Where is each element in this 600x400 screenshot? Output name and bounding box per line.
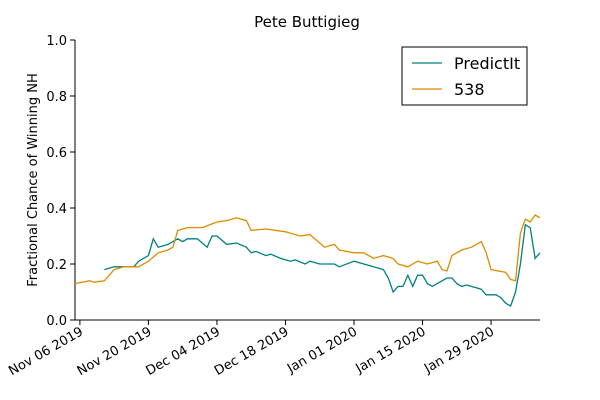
x-tick-label: Jan 15 2020 (353, 324, 429, 376)
y-tick-label: 0.8 (46, 90, 67, 105)
chart-title: Pete Buttigieg (254, 13, 360, 31)
y-tick-label: 0.2 (46, 258, 67, 273)
x-tick-label: Dec 18 2019 (212, 324, 291, 379)
line-series (74, 214, 541, 285)
line-series (104, 223, 541, 307)
legend-box (401, 46, 528, 106)
y-axis-label: Fractional Chance of Winning NH (26, 73, 41, 286)
y-tick-label: 0.0 (46, 314, 67, 329)
x-tick-label: Jan 01 2020 (284, 324, 360, 376)
x-tick-label: Nov 20 2019 (75, 324, 155, 379)
y-tick-label: 1.0 (46, 34, 67, 49)
x-tick-label: Dec 04 2019 (144, 324, 223, 379)
x-tick-label: Jan 29 2020 (421, 324, 497, 376)
x-tick-label: Nov 06 2019 (6, 324, 86, 379)
legend-label: 538 (454, 80, 485, 99)
y-tick-label: 0.4 (46, 202, 67, 217)
legend-label: PredictIt (454, 54, 520, 73)
y-tick-label: 0.6 (46, 146, 67, 161)
